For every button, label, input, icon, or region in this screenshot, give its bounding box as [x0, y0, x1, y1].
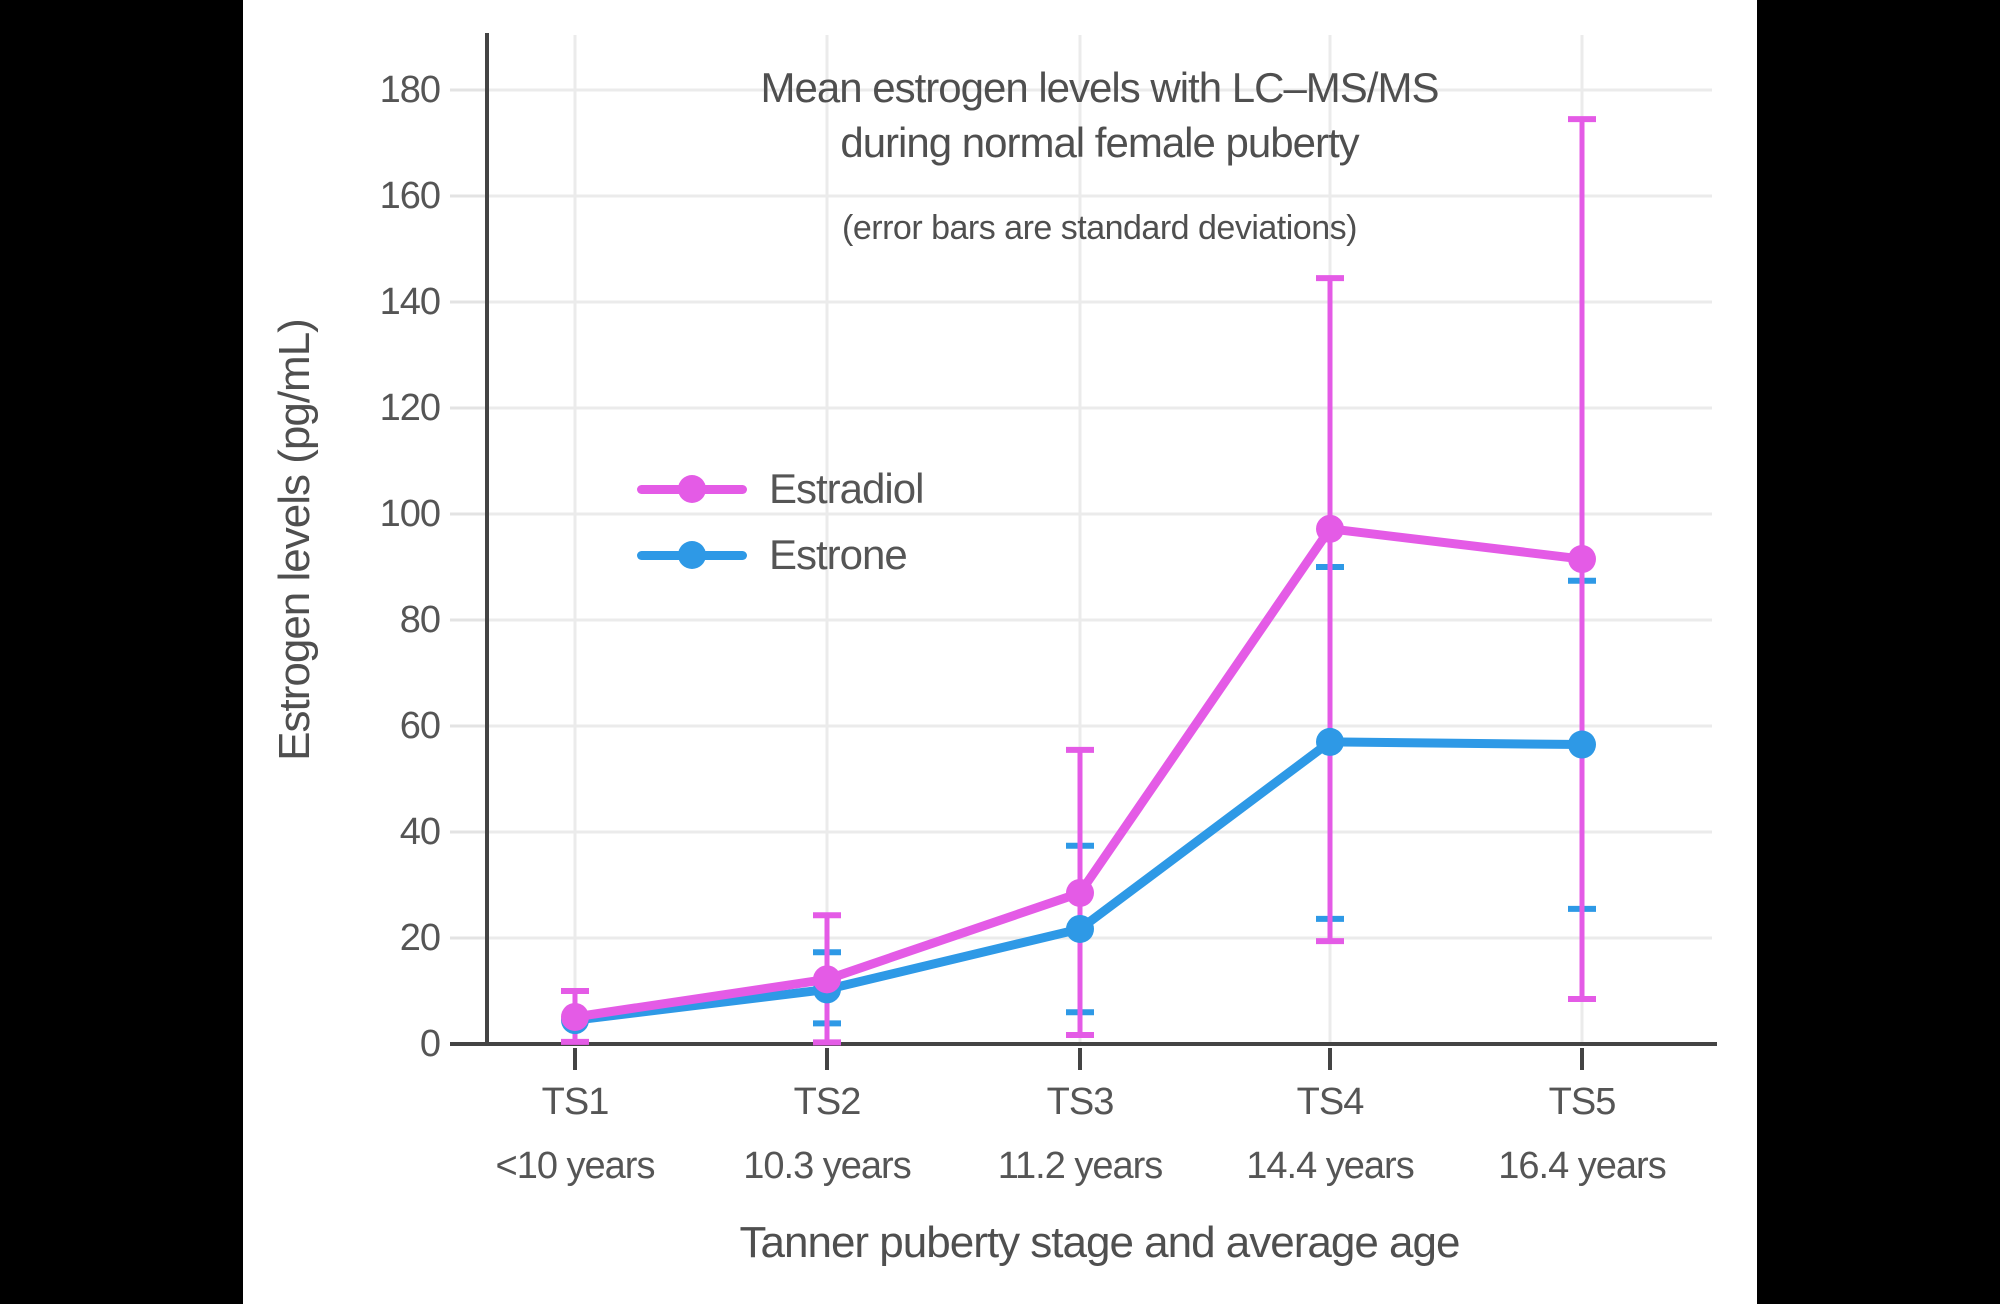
chart-title-line1: Mean estrogen levels with LC–MS/MS	[760, 64, 1440, 111]
x-tick-stage-label: TS4	[1296, 1081, 1365, 1123]
legend-item-estrone: Estrone	[637, 527, 908, 583]
x-axis-title: Tanner puberty stage and average age	[739, 1218, 1461, 1267]
marker-estradiol	[561, 1002, 589, 1031]
y-tick-label: 160	[379, 175, 441, 217]
x-tick-age-label: 11.2 years	[997, 1145, 1164, 1187]
estradiol-line-marker-icon	[637, 461, 747, 517]
x-tick-stage-label: TS3	[1046, 1081, 1115, 1123]
y-tick-label: 120	[379, 387, 441, 429]
x-tick-age-label: 14.4 years	[1246, 1145, 1414, 1187]
x-tick-age-label: 10.3 years	[743, 1145, 911, 1187]
x-tick-stage-label: TS2	[793, 1081, 862, 1123]
x-tick-stage-label: TS5	[1548, 1081, 1617, 1123]
marker-estradiol	[1316, 514, 1344, 543]
y-tick-label: 140	[379, 281, 441, 323]
marker-estrone	[1568, 730, 1596, 759]
y-tick-label: 180	[379, 69, 441, 111]
y-tick-label: 60	[399, 705, 441, 747]
x-tick-stage-label: TS1	[541, 1081, 610, 1123]
y-tick-label: 20	[399, 917, 441, 959]
marker-estradiol	[813, 965, 841, 994]
chart-subtitle: (error bars are standard deviations)	[842, 209, 1357, 247]
marker-estrone	[1316, 727, 1344, 756]
marker-estradiol	[1066, 878, 1094, 907]
y-tick-label: 0	[419, 1023, 441, 1065]
legend-label-estradiol: Estradiol	[769, 465, 924, 512]
marker-estradiol	[1568, 545, 1596, 574]
chart-title-line2: during normal female puberty	[840, 119, 1359, 166]
y-tick-label: 100	[379, 493, 441, 535]
legend-item-estradiol: Estradiol	[637, 461, 924, 517]
estrone-line-marker-icon	[637, 527, 747, 583]
marker-estrone	[1066, 914, 1094, 943]
legend-label-estrone: Estrone	[769, 531, 908, 578]
y-tick-label: 80	[399, 599, 441, 641]
y-tick-label: 40	[399, 811, 441, 853]
x-tick-age-label: 16.4 years	[1498, 1145, 1666, 1187]
chart-panel	[243, 0, 1757, 1304]
x-tick-age-label: <10 years	[495, 1145, 656, 1187]
